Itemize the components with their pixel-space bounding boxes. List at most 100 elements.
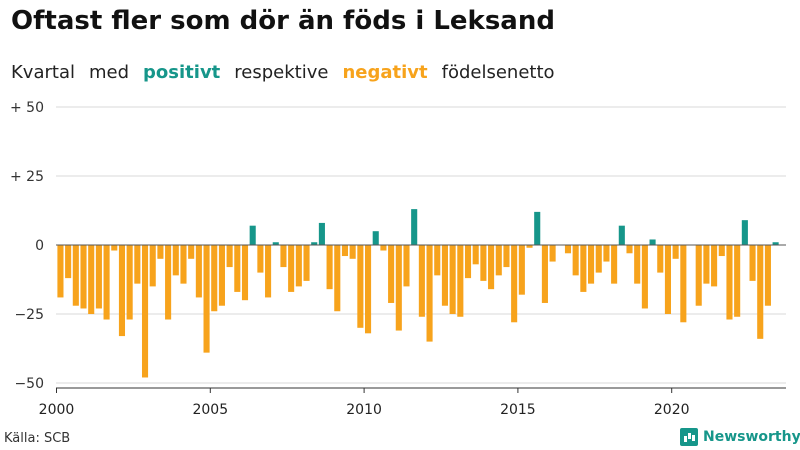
bar (80, 245, 87, 309)
bar (134, 245, 141, 284)
subtitle-positive-legend: positivt (143, 62, 221, 83)
x-tick-label: 2005 (192, 402, 228, 418)
bar (288, 245, 295, 292)
bar (588, 245, 595, 284)
bar (634, 245, 641, 284)
bar (334, 245, 341, 312)
bar (511, 245, 518, 323)
bar (641, 245, 648, 309)
bar (241, 245, 249, 301)
bar (657, 245, 664, 273)
bar (149, 245, 156, 287)
bar (718, 245, 725, 257)
bar (764, 245, 771, 306)
bar (57, 245, 64, 298)
chart-title: Oftast fler som dör än föds i Leksand (11, 6, 555, 36)
bar (180, 245, 187, 284)
x-tick-label: 2015 (500, 402, 536, 418)
bar (749, 245, 756, 281)
x-axis: 2000 2005 2010 2015 2020 (39, 387, 786, 418)
bar (411, 209, 418, 245)
bar (541, 245, 548, 303)
x-tick-label: 2020 (654, 402, 690, 418)
bar (472, 245, 479, 265)
bar (341, 245, 349, 257)
y-axis: + 50 + 25 0 −25 −50 (10, 100, 44, 392)
bar (95, 245, 102, 309)
bar (265, 245, 272, 298)
bar (711, 245, 718, 287)
bar (65, 245, 72, 279)
bar (295, 245, 302, 287)
bar (195, 245, 202, 298)
bar (103, 245, 110, 320)
bar (449, 245, 456, 314)
bar (534, 211, 541, 245)
bar (572, 245, 579, 276)
bar (111, 245, 118, 251)
bar (349, 245, 356, 259)
bar (595, 245, 602, 273)
bar (611, 245, 618, 284)
bar (157, 245, 164, 259)
y-tick-label: −50 (14, 376, 44, 392)
bar (188, 245, 195, 259)
bar (257, 245, 264, 273)
subtitle-med: med (88, 62, 130, 83)
bar (280, 245, 287, 268)
bar (372, 231, 379, 245)
bar (234, 245, 241, 292)
x-tick-label: 2000 (39, 402, 75, 418)
bar (434, 245, 441, 276)
bar (203, 245, 210, 353)
bar (226, 245, 233, 268)
bar (318, 222, 325, 245)
y-tick-label: −25 (14, 307, 44, 323)
bar (303, 245, 310, 281)
bar (357, 245, 364, 328)
x-tick-label: 2010 (346, 402, 382, 418)
bar (126, 245, 133, 320)
subtitle-middle: respektive (234, 62, 329, 83)
bar (757, 245, 764, 339)
bar (272, 242, 279, 245)
bar (441, 245, 448, 306)
bar (526, 245, 533, 248)
bar (395, 245, 402, 331)
chart-subtitle: Kvartal med positivt respektive negativt föde… (11, 62, 569, 83)
subtitle-suffix: födelsenetto (441, 62, 555, 83)
bar (88, 245, 95, 314)
bar (618, 225, 625, 245)
bar (72, 245, 79, 306)
bar (426, 245, 433, 342)
bar (680, 245, 687, 323)
bar (141, 245, 149, 378)
bar (664, 245, 671, 314)
subtitle-prefix: Kvartal (11, 62, 75, 83)
y-tick-label: + 50 (10, 100, 44, 116)
y-tick-label: 0 (35, 238, 44, 254)
bar (564, 245, 572, 254)
subtitle-negative-legend: negativt (342, 62, 428, 83)
bar (118, 245, 126, 337)
bar (218, 245, 225, 306)
y-tick-label: + 25 (10, 169, 44, 185)
bar (418, 245, 425, 317)
bar (388, 245, 395, 303)
bar (549, 245, 556, 262)
bar-chart-logo-icon (680, 428, 698, 446)
bar (380, 245, 387, 251)
bar (172, 245, 179, 276)
bar (457, 245, 464, 317)
bar (772, 242, 779, 245)
bar (726, 245, 733, 320)
bar (495, 245, 502, 276)
bar (488, 245, 495, 290)
bar (626, 245, 633, 254)
bar (311, 242, 318, 245)
bar (734, 245, 741, 317)
bar (365, 245, 372, 334)
bar (249, 225, 256, 245)
brand-name: Newsworthy (703, 429, 800, 445)
